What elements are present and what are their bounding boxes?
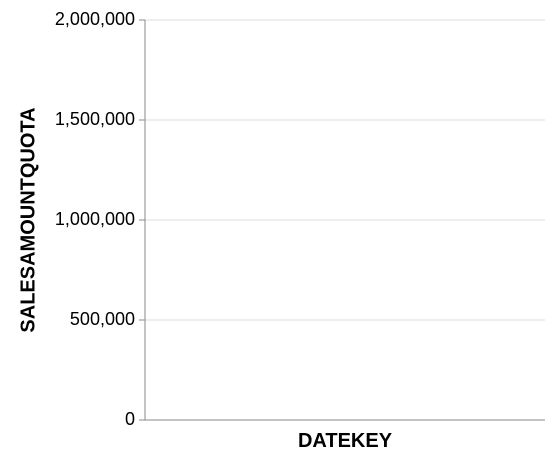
y-tick-label: 1,500,000 [55,109,135,129]
y-tick-label: 500,000 [70,309,135,329]
y-tick-label: 1,000,000 [55,209,135,229]
y-axis-title: SALESAMOUNTQUOTA [17,107,39,332]
x-axis-title: DATEKEY [298,430,393,452]
grid-lines [145,19,545,421]
y-tick-label: 2,000,000 [55,9,135,29]
y-tick-label: 0 [125,409,135,429]
y-axis-ticks: 0 500,000 1,000,000 1,500,000 2,000,000 [55,9,145,429]
